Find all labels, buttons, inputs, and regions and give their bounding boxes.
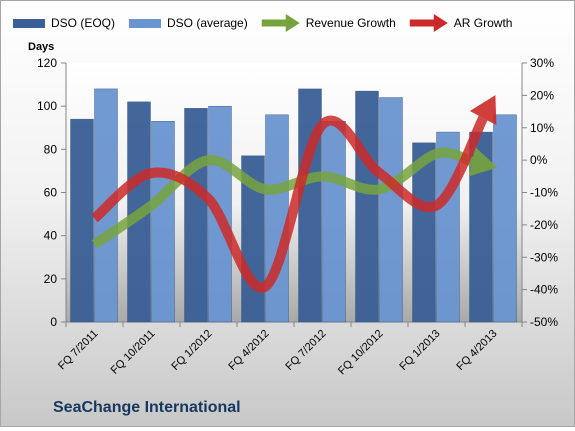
right-tick-label: -30% [530,250,558,264]
right-tick-label: -50% [530,315,558,329]
left-tick-label: 120 [37,56,57,70]
category-label: FQ 10/2012 [336,328,386,378]
category-label: FQ 4/2012 [226,328,271,373]
right-tick-label: 10% [530,121,554,135]
company-title: SeaChange International [53,399,241,416]
revenue-growth-line [91,147,474,249]
right-tick-label: -40% [530,283,558,297]
legend-label-ar-growth: AR Growth [454,16,513,30]
legend-swatch-dso-eoq [13,19,45,28]
bar-dso-eoq [184,108,208,323]
revenue-growth-arrowhead [468,147,498,177]
bar-dso-average [151,121,175,323]
category-label: FQ 1/2013 [397,328,442,373]
left-tick-label: 0 [50,315,57,329]
category-label: FQ 7/2012 [283,328,328,373]
y-axis-title: Days [28,41,54,53]
right-tick-label: 30% [530,56,554,70]
bar-dso-average [379,97,403,323]
right-tick-label: -10% [530,186,558,200]
bar-dso-average [265,114,289,323]
right-tick-label: 20% [530,88,554,102]
category-label: FQ 10/2011 [109,328,158,377]
left-tick-label: 80 [44,142,58,156]
legend-arrow-ar-growth [433,14,448,32]
category-label: FQ 4/2013 [454,328,499,373]
category-label: FQ 7/2011 [56,328,101,373]
legend-arrow-revenue-growth [285,14,300,32]
left-tick-label: 100 [37,99,57,113]
left-tick-label: 60 [44,186,58,200]
ar-growth-line [91,115,488,293]
right-tick-label: 0% [530,153,548,167]
left-tick-label: 20 [44,272,58,286]
bar-dso-average [493,114,517,323]
bar-dso-eoq [355,90,379,323]
legend-label-dso-eoq: DSO (EOQ) [51,16,115,30]
legend-label-revenue-growth: Revenue Growth [306,16,396,30]
left-tick-label: 40 [44,229,58,243]
ar-growth-arrowhead [469,95,497,126]
legend-swatch-dso-average [129,19,162,28]
bar-dso-average [322,121,346,323]
category-label: FQ 1/2012 [169,328,214,373]
bar-dso-eoq [412,142,436,323]
bar-dso-eoq [70,118,94,323]
legend-label-dso-average: DSO (average) [167,16,248,30]
right-tick-label: -20% [530,218,558,232]
bar-dso-average [436,131,460,323]
